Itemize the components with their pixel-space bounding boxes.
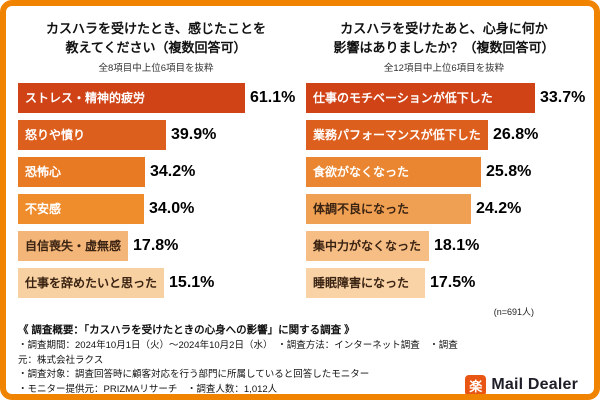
chart-effects: カスハラを受けたあと、心身に何か 影響はありましたか？（複数回答可） 全12項目… (306, 14, 586, 305)
chart-title-line: 教えてください（複数回答可） (65, 39, 247, 55)
survey-heading: 《 調査概要：「カスハラを受けたときの心身への影響」に関する調査 》 (18, 323, 355, 336)
chart-title: カスハラを受けたとき、感じたことを 教えてください（複数回答可） (18, 20, 294, 58)
rakus-logo-glyph: 楽 (469, 378, 483, 394)
bar-value-label: 34.2% (150, 162, 196, 180)
chart-title-line: 影響はありましたか？（複数回答可） (333, 39, 555, 55)
chart-title: カスハラを受けたあと、心身に何か 影響はありましたか？（複数回答可） (306, 20, 582, 58)
survey-line: ・調査対象：調査回答時に顧客対応を行う部門に所属していると回答したモニター (18, 369, 370, 381)
bar: 体調不良になった (306, 193, 471, 224)
charts-row: カスハラを受けたとき、感じたことを 教えてください（複数回答可） 全8項目中上位… (18, 14, 586, 305)
bar-row: 仕事を辞めたいと思った 15.1% (18, 267, 294, 298)
bar-row: 怒りや憤り 39.9% (18, 119, 294, 150)
bar-value-label: 17.8% (133, 236, 179, 254)
bar-row: ストレス・精神的疲労 61.1% (18, 82, 296, 113)
bar-row: 仕事のモチベーションが低下した 33.7% (306, 82, 586, 113)
footer: 《 調査概要：「カスハラを受けたときの心身への影響」に関する調査 》 ・調査期間… (18, 322, 582, 396)
bar-value-label: 25.8% (486, 162, 532, 180)
bar-value-label: 15.1% (169, 273, 215, 291)
sample-size-note: (n=691人) (493, 306, 534, 317)
bar-list: ストレス・精神的疲労 61.1% 怒りや憤り 39.9% 恐怖心 34.2% 不安感 34.0… (18, 82, 296, 305)
mail-dealer-logo: 楽 Mail Dealer (465, 374, 582, 394)
bar: 仕事のモチベーションが低下した (306, 82, 535, 113)
bar: 集中力がなくなった (306, 230, 429, 261)
rakus-logo-icon: 楽 (465, 374, 487, 394)
bar-row: 集中力がなくなった 18.1% (306, 230, 582, 261)
bar: 食欲がなくなった (306, 156, 481, 187)
survey-line: ・調査期間：2024年10月1日（火）～2024年10月2日（水） ・調査方法：… (18, 339, 458, 366)
survey-line: ・モニター提供元：PRIZMAリサーチ ・調査人数：1,012人 (18, 384, 278, 396)
chart-feelings: カスハラを受けたとき、感じたことを 教えてください（複数回答可） 全8項目中上位… (18, 14, 296, 305)
bar-row: 食欲がなくなった 25.8% (306, 156, 582, 187)
bar-row: 業務パフォーマンスが低下した 26.8% (306, 119, 582, 150)
bar-value-label: 18.1% (434, 236, 480, 254)
bar-row: 不安感 34.0% (18, 193, 294, 224)
chart-title-line: カスハラを受けたとき、感じたことを (45, 21, 267, 36)
chart-subtitle: 全12項目中上位6項目を抜粋 (383, 62, 505, 74)
chart-title-line: カスハラを受けたあと、心身に何か (340, 21, 548, 36)
bar-value-label: 61.1% (250, 88, 296, 106)
bar-row: 自信喪失・虚無感 17.8% (18, 230, 294, 261)
bar-value-label: 24.2% (476, 199, 522, 217)
bar: 恐怖心 (18, 156, 145, 187)
chart-subtitle: 全8項目中上位6項目を抜粋 (98, 62, 214, 74)
bar-row: 恐怖心 34.2% (18, 156, 294, 187)
bar-list: 仕事のモチベーションが低下した 33.7% 業務パフォーマンスが低下した 26.8% 食… (306, 82, 586, 305)
bar: ストレス・精神的疲労 (18, 82, 245, 113)
bar-row: 睡眠障害になった 17.5% (306, 267, 582, 298)
bar-value-label: 39.9% (171, 125, 217, 143)
bar-value-label: 34.0% (149, 199, 195, 217)
bar: 不安感 (18, 193, 144, 224)
bar-value-label: 33.7% (540, 88, 586, 106)
bar-value-label: 26.8% (493, 125, 539, 143)
bar: 怒りや憤り (18, 119, 166, 150)
bar-row: 体調不良になった 24.2% (306, 193, 582, 224)
bar: 業務パフォーマンスが低下した (306, 119, 488, 150)
mail-dealer-logo-text: Mail Dealer (491, 376, 578, 394)
bar: 自信喪失・虚無感 (18, 230, 129, 261)
bar-value-label: 17.5% (430, 273, 476, 291)
survey-summary: 《 調査概要：「カスハラを受けたときの心身への影響」に関する調査 》 ・調査期間… (18, 322, 465, 396)
bar: 睡眠障害になった (306, 267, 425, 298)
bar: 仕事を辞めたいと思った (18, 267, 165, 298)
